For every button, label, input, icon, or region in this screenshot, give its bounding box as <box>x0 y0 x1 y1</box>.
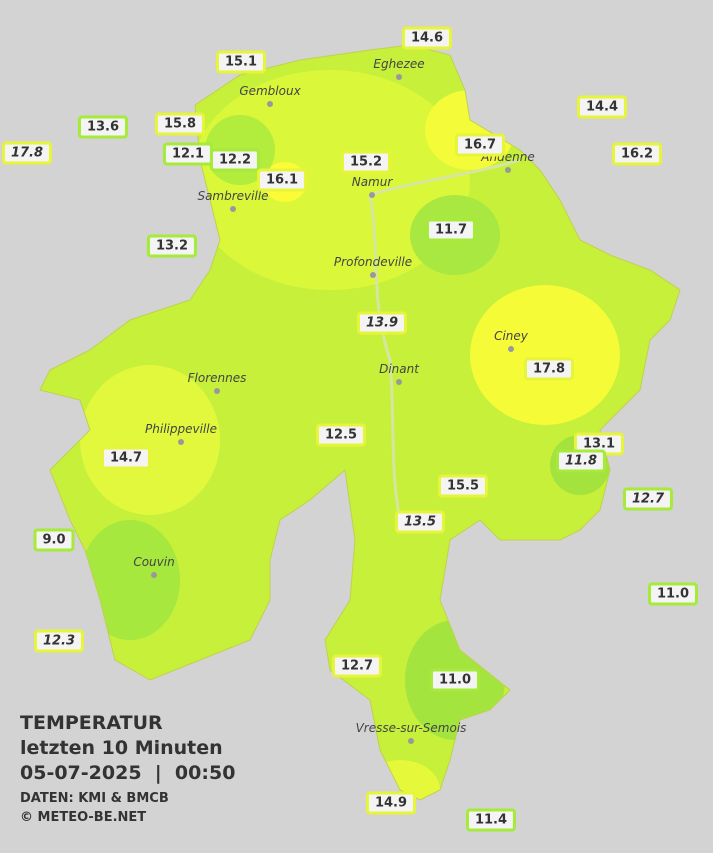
station-value: 14.7 <box>100 446 152 470</box>
town-dot <box>178 439 184 445</box>
town-label: Dinant <box>379 362 419 376</box>
station-value: 12.7 <box>331 654 383 678</box>
town-label: Philippeville <box>145 422 217 436</box>
station-value: 12.1 <box>162 142 214 166</box>
station-value: 12.7 <box>622 487 674 511</box>
title: TEMPERATUR <box>20 712 163 734</box>
river <box>368 194 402 521</box>
station-value: 14.6 <box>401 26 453 50</box>
town-label: Sambreville <box>197 189 269 203</box>
town-dot <box>505 167 511 173</box>
station-value: 13.5 <box>394 510 446 534</box>
station-value: 15.2 <box>340 150 392 174</box>
station-value: 11.8 <box>555 449 607 473</box>
river <box>369 158 521 197</box>
station-value: 12.2 <box>209 148 261 172</box>
town-dot <box>408 738 414 744</box>
station-value: 12.5 <box>315 423 367 447</box>
station-value: 11.0 <box>647 582 699 606</box>
town-label: Eghezee <box>373 57 425 71</box>
station-value: 17.8 <box>523 357 575 381</box>
station-value: 13.2 <box>146 234 198 258</box>
station-value: 11.7 <box>425 218 477 242</box>
town-label: Profondeville <box>333 255 413 269</box>
timestamp: 05-07-2025 | 00:50 <box>20 762 236 784</box>
town-label: Ciney <box>494 329 528 343</box>
town-dot <box>151 572 157 578</box>
town-dot <box>370 272 376 278</box>
town-label: Gembloux <box>239 84 301 98</box>
station-value: 13.6 <box>77 115 129 139</box>
station-value: 15.8 <box>154 112 206 136</box>
station-value: 12.3 <box>33 629 85 653</box>
town-label: Namur <box>351 175 393 189</box>
station-value: 16.1 <box>256 168 308 192</box>
town-dot <box>267 101 273 107</box>
town-label: Florennes <box>187 371 247 385</box>
station-value: 16.2 <box>611 142 663 166</box>
station-value: 11.0 <box>429 668 481 692</box>
town-dot <box>508 346 514 352</box>
town-label: Couvin <box>133 555 175 569</box>
town-dot <box>369 192 375 198</box>
station-value: 14.9 <box>365 791 417 815</box>
source: DATEN: KMI & BMCB <box>20 791 169 806</box>
town-dot <box>230 206 236 212</box>
town-dot <box>396 379 402 385</box>
station-value: 15.5 <box>437 474 489 498</box>
subtitle: letzten 10 Minuten <box>20 737 223 759</box>
station-value: 9.0 <box>33 528 75 552</box>
station-value: 13.9 <box>356 311 408 335</box>
town-dot <box>214 388 220 394</box>
station-value: 17.8 <box>1 141 53 165</box>
station-value: 15.1 <box>215 50 267 74</box>
town-dot <box>396 74 402 80</box>
copyright: © METEO-BE.NET <box>20 810 147 825</box>
station-value: 11.4 <box>465 808 517 832</box>
station-value: 14.4 <box>576 95 628 119</box>
station-value: 16.7 <box>454 133 506 157</box>
town-label: Vresse-sur-Semois <box>355 721 467 735</box>
